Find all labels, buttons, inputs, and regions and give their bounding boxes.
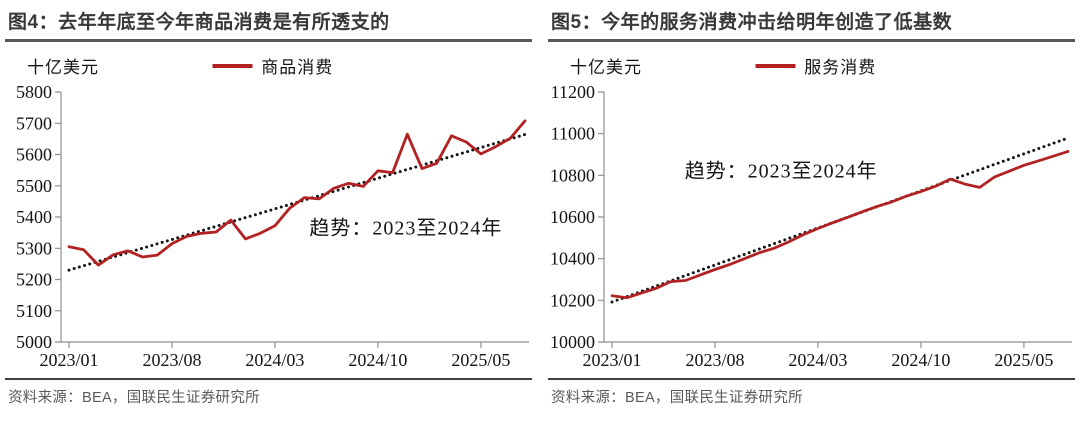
x-tick-label: 2023/01 bbox=[582, 350, 641, 370]
y-tick-label: 10400 bbox=[550, 249, 595, 269]
legend: 商品消费 bbox=[212, 53, 333, 78]
legend-line-swatch bbox=[755, 63, 796, 68]
y-axis-unit-label: 十亿美元 bbox=[27, 58, 99, 77]
figure-title: 图5：今年的服务消费冲击给明年创造了低基数 bbox=[548, 6, 1075, 42]
y-tick-label: 10000 bbox=[550, 332, 595, 352]
figure-panel-4: 图4：去年年底至今年商品消费是有所透支的 十亿美元 商品消费 5000 5100 5… bbox=[5, 3, 532, 407]
y-tick-label: 5600 bbox=[16, 145, 52, 165]
x-tick-label: 2025/05 bbox=[994, 350, 1053, 370]
trend-annotation: 趋势：2023至2024年 bbox=[309, 217, 502, 240]
goods-consumption-line-chart: 5000 5100 5200 5300 5400 5500 5600 5700 5800 2023… bbox=[5, 80, 532, 376]
axes bbox=[55, 91, 529, 348]
chart-header-row: 十亿美元 商品消费 bbox=[5, 50, 532, 80]
y-tick-label: 10800 bbox=[550, 165, 595, 185]
x-tick-label: 2024/10 bbox=[891, 350, 950, 370]
axes bbox=[598, 91, 1072, 348]
series-line bbox=[610, 150, 1070, 300]
series-line bbox=[67, 119, 527, 267]
legend-line-swatch bbox=[212, 63, 253, 68]
y-tick-label: 11000 bbox=[551, 124, 595, 144]
y-tick-label: 5500 bbox=[16, 176, 52, 196]
x-tick-label: 2023/08 bbox=[685, 350, 744, 370]
y-tick-label: 10200 bbox=[550, 290, 595, 310]
y-axis-unit-label: 十亿美元 bbox=[570, 58, 642, 77]
legend-label: 服务消费 bbox=[804, 58, 877, 77]
legend: 服务消费 bbox=[755, 53, 876, 78]
trend-annotation: 趋势：2023至2024年 bbox=[685, 159, 878, 182]
y-tick-label: 5300 bbox=[16, 238, 52, 258]
y-tick-label: 11200 bbox=[551, 82, 595, 102]
services-consumption-line-chart: 10000 10200 10400 10600 10800 11000 11200 2023/… bbox=[548, 80, 1075, 376]
x-tick-label: 2024/03 bbox=[788, 350, 847, 370]
x-tick-label: 2024/03 bbox=[245, 350, 304, 370]
y-tick-label: 5000 bbox=[16, 332, 52, 352]
chart-svg: 10000 10200 10400 10600 10800 11000 11200 2023/… bbox=[550, 82, 1072, 370]
x-tick-label: 2025/05 bbox=[451, 350, 510, 370]
chart-header-row: 十亿美元 服务消费 bbox=[548, 50, 1075, 80]
y-tick-label: 10600 bbox=[550, 207, 595, 227]
y-tick-label: 5800 bbox=[16, 82, 52, 102]
source-note: 资料来源：BEA，国联民生证券研究所 bbox=[5, 378, 532, 407]
y-tick-label: 5400 bbox=[16, 207, 52, 227]
x-tick-label: 2024/10 bbox=[348, 350, 407, 370]
figure-panel-5: 图5：今年的服务消费冲击给明年创造了低基数 十亿美元 服务消费 10000 102… bbox=[548, 3, 1075, 407]
y-tick-label: 5700 bbox=[16, 113, 52, 133]
report-figures: 图4：去年年底至今年商品消费是有所透支的 十亿美元 商品消费 5000 5100 5… bbox=[5, 3, 1075, 407]
y-tick-label: 5100 bbox=[16, 301, 52, 321]
figure-title: 图4：去年年底至今年商品消费是有所透支的 bbox=[5, 6, 532, 42]
legend-label: 商品消费 bbox=[261, 58, 334, 77]
source-note: 资料来源：BEA，国联民生证券研究所 bbox=[548, 378, 1075, 407]
x-tick-label: 2023/01 bbox=[39, 350, 98, 370]
x-tick-label: 2023/08 bbox=[142, 350, 201, 370]
chart-svg: 5000 5100 5200 5300 5400 5500 5600 5700 5800 2023… bbox=[16, 82, 529, 370]
y-tick-label: 5200 bbox=[16, 270, 52, 290]
